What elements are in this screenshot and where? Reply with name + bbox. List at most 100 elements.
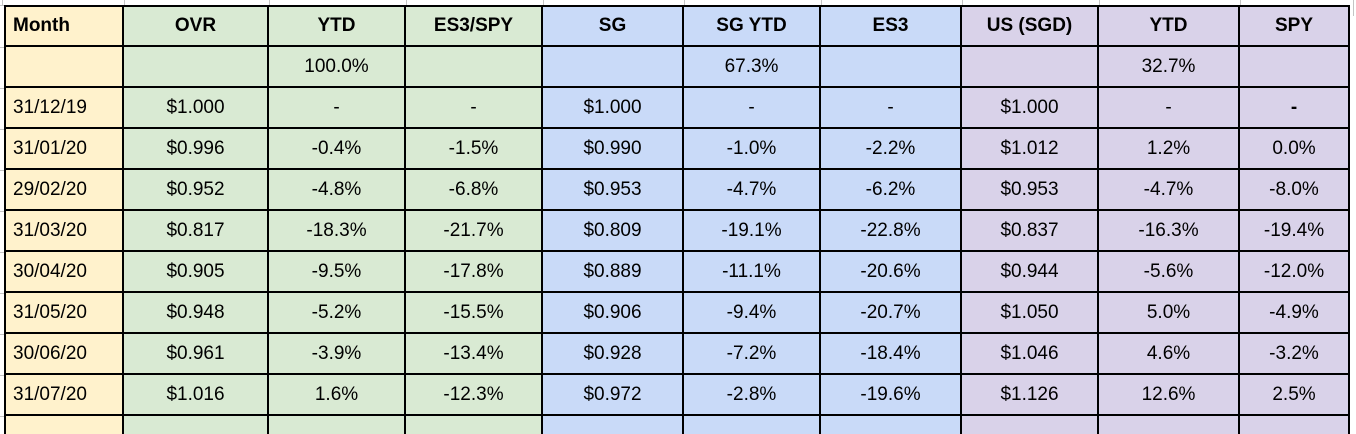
value-cell[interactable]: 1.6%: [269, 375, 406, 416]
value-cell[interactable]: -18.4%: [821, 334, 962, 375]
value-cell[interactable]: $1.126: [962, 375, 1099, 416]
value-cell[interactable]: $0.953: [543, 170, 684, 211]
value-cell[interactable]: [1240, 47, 1350, 88]
value-cell[interactable]: [543, 47, 684, 88]
value-cell[interactable]: [684, 416, 821, 434]
value-cell[interactable]: -9.5%: [269, 252, 406, 293]
value-cell[interactable]: -: [684, 88, 821, 129]
value-cell[interactable]: [821, 416, 962, 434]
column-header-spy[interactable]: SPY: [1240, 5, 1350, 47]
value-cell[interactable]: [543, 416, 684, 434]
value-cell[interactable]: $0.837: [962, 211, 1099, 252]
value-cell[interactable]: -6.2%: [821, 170, 962, 211]
value-cell[interactable]: -2.2%: [821, 129, 962, 170]
value-cell[interactable]: -1.5%: [406, 129, 543, 170]
value-cell[interactable]: -20.7%: [821, 293, 962, 334]
value-cell[interactable]: -11.1%: [684, 252, 821, 293]
column-header-ovr[interactable]: OVR: [124, 5, 269, 47]
value-cell[interactable]: -19.4%: [1240, 211, 1350, 252]
month-cell[interactable]: 31/05/20: [4, 293, 124, 334]
value-cell[interactable]: 5.0%: [1099, 293, 1240, 334]
month-cell[interactable]: 31/12/19: [4, 88, 124, 129]
value-cell[interactable]: -6.8%: [406, 170, 543, 211]
value-cell[interactable]: 4.6%: [1099, 334, 1240, 375]
month-cell[interactable]: 31/01/20: [4, 129, 124, 170]
value-cell[interactable]: $0.889: [543, 252, 684, 293]
value-cell[interactable]: -: [1240, 88, 1350, 129]
column-header-month[interactable]: Month: [4, 5, 124, 47]
value-cell[interactable]: [406, 416, 543, 434]
value-cell[interactable]: $0.948: [124, 293, 269, 334]
value-cell[interactable]: [124, 416, 269, 434]
value-cell[interactable]: -7.2%: [684, 334, 821, 375]
value-cell[interactable]: [1099, 416, 1240, 434]
month-cell[interactable]: 31/07/20: [4, 375, 124, 416]
month-cell[interactable]: 30/06/20: [4, 334, 124, 375]
value-cell[interactable]: -4.9%: [1240, 293, 1350, 334]
month-cell[interactable]: [4, 416, 124, 434]
value-cell[interactable]: $1.000: [543, 88, 684, 129]
value-cell[interactable]: 67.3%: [684, 47, 821, 88]
value-cell[interactable]: -15.5%: [406, 293, 543, 334]
value-cell[interactable]: $0.906: [543, 293, 684, 334]
value-cell[interactable]: $1.000: [962, 88, 1099, 129]
value-cell[interactable]: -12.3%: [406, 375, 543, 416]
value-cell[interactable]: -20.6%: [821, 252, 962, 293]
column-header-es3[interactable]: ES3: [821, 5, 962, 47]
value-cell[interactable]: $1.012: [962, 129, 1099, 170]
value-cell[interactable]: -4.7%: [1099, 170, 1240, 211]
value-cell[interactable]: 12.6%: [1099, 375, 1240, 416]
value-cell[interactable]: 100.0%: [269, 47, 406, 88]
value-cell[interactable]: $0.961: [124, 334, 269, 375]
column-header-es3-spy[interactable]: ES3/SPY: [406, 5, 543, 47]
value-cell[interactable]: $0.905: [124, 252, 269, 293]
month-cell[interactable]: [4, 47, 124, 88]
value-cell[interactable]: -4.8%: [269, 170, 406, 211]
column-header-ytd[interactable]: YTD: [269, 5, 406, 47]
value-cell[interactable]: $1.000: [124, 88, 269, 129]
value-cell[interactable]: $0.928: [543, 334, 684, 375]
value-cell[interactable]: -0.4%: [269, 129, 406, 170]
value-cell[interactable]: $1.016: [124, 375, 269, 416]
value-cell[interactable]: $0.817: [124, 211, 269, 252]
value-cell[interactable]: -17.8%: [406, 252, 543, 293]
value-cell[interactable]: [124, 47, 269, 88]
value-cell[interactable]: -21.7%: [406, 211, 543, 252]
value-cell[interactable]: -1.0%: [684, 129, 821, 170]
month-cell[interactable]: 31/03/20: [4, 211, 124, 252]
value-cell[interactable]: -18.3%: [269, 211, 406, 252]
value-cell[interactable]: -9.4%: [684, 293, 821, 334]
column-header-sg[interactable]: SG: [543, 5, 684, 47]
value-cell[interactable]: -12.0%: [1240, 252, 1350, 293]
column-header-sg-ytd[interactable]: SG YTD: [684, 5, 821, 47]
value-cell[interactable]: 2.5%: [1240, 375, 1350, 416]
value-cell[interactable]: -: [821, 88, 962, 129]
value-cell[interactable]: $0.972: [543, 375, 684, 416]
value-cell[interactable]: 1.2%: [1099, 129, 1240, 170]
column-header-us-sgd[interactable]: US (SGD): [962, 5, 1099, 47]
value-cell[interactable]: -: [406, 88, 543, 129]
value-cell[interactable]: 0.0%: [1240, 129, 1350, 170]
value-cell[interactable]: [962, 416, 1099, 434]
value-cell[interactable]: -5.6%: [1099, 252, 1240, 293]
value-cell[interactable]: -19.6%: [821, 375, 962, 416]
value-cell[interactable]: [406, 47, 543, 88]
value-cell[interactable]: -13.4%: [406, 334, 543, 375]
value-cell[interactable]: -16.3%: [1099, 211, 1240, 252]
value-cell[interactable]: $1.046: [962, 334, 1099, 375]
value-cell[interactable]: $0.809: [543, 211, 684, 252]
value-cell[interactable]: -8.0%: [1240, 170, 1350, 211]
value-cell[interactable]: -22.8%: [821, 211, 962, 252]
value-cell[interactable]: $0.996: [124, 129, 269, 170]
month-cell[interactable]: 29/02/20: [4, 170, 124, 211]
value-cell[interactable]: -4.7%: [684, 170, 821, 211]
value-cell[interactable]: [962, 47, 1099, 88]
value-cell[interactable]: -: [269, 88, 406, 129]
value-cell[interactable]: [269, 416, 406, 434]
value-cell[interactable]: $1.050: [962, 293, 1099, 334]
column-header-ytd[interactable]: YTD: [1099, 5, 1240, 47]
month-cell[interactable]: 30/04/20: [4, 252, 124, 293]
value-cell[interactable]: -5.2%: [269, 293, 406, 334]
value-cell[interactable]: $0.952: [124, 170, 269, 211]
value-cell[interactable]: $0.944: [962, 252, 1099, 293]
